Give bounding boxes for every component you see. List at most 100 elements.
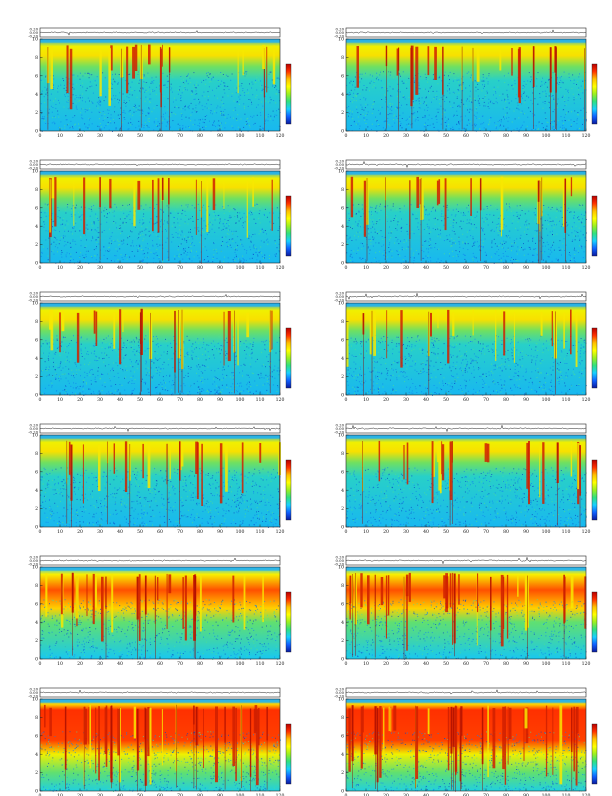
frequency-tick-label: 10 bbox=[338, 433, 344, 439]
spectra-panel: 0.200.00-0.20024681001020304050607080901… bbox=[0, 664, 306, 796]
frequency-tick-label: 10 bbox=[32, 433, 38, 439]
frequency-tick-label: 6 bbox=[35, 205, 38, 211]
frequency-tick-label: 2 bbox=[35, 506, 38, 512]
colorbar bbox=[592, 196, 597, 256]
frequency-tick-label: 8 bbox=[341, 451, 344, 457]
frequency-tick-label: 2 bbox=[35, 374, 38, 380]
spectra-panel: 0.200.00-0.20024681001020304050607080901… bbox=[306, 664, 612, 796]
spectrogram-background bbox=[40, 435, 280, 527]
frequency-tick-label: 6 bbox=[35, 73, 38, 79]
frequency-tick-label: 6 bbox=[341, 73, 344, 79]
frequency-tick-label: 4 bbox=[35, 488, 38, 494]
colorbar bbox=[286, 328, 291, 388]
frequency-tick-label: 8 bbox=[35, 319, 38, 325]
frequency-tick-label: 10 bbox=[32, 301, 38, 307]
frequency-tick-label: 6 bbox=[341, 469, 344, 475]
frequency-tick-label: 10 bbox=[338, 697, 344, 703]
frequency-tick-label: 10 bbox=[32, 37, 38, 43]
spectrogram-background bbox=[346, 171, 586, 263]
frequency-tick-label: 4 bbox=[341, 752, 344, 758]
frequency-tick-label: 8 bbox=[35, 55, 38, 61]
frequency-tick-label: 6 bbox=[341, 205, 344, 211]
frequency-tick-label: 4 bbox=[35, 92, 38, 98]
frequency-tick-label: 6 bbox=[35, 601, 38, 607]
frequency-tick-label: 2 bbox=[35, 638, 38, 644]
frequency-tick-label: 2 bbox=[341, 110, 344, 116]
colorbar bbox=[286, 724, 291, 784]
frequency-tick-label: 4 bbox=[35, 356, 38, 362]
spectrogram-background bbox=[40, 699, 280, 791]
colorbar bbox=[592, 328, 597, 388]
frequency-tick-label: 6 bbox=[341, 733, 344, 739]
frequency-tick-label: 6 bbox=[341, 337, 344, 343]
frequency-tick-label: 10 bbox=[32, 697, 38, 703]
frequency-tick-label: 4 bbox=[35, 620, 38, 626]
frequency-tick-label: 8 bbox=[35, 187, 38, 193]
frequency-tick-label: 10 bbox=[338, 37, 344, 43]
frequency-tick-label: 10 bbox=[338, 565, 344, 571]
frequency-tick-label: 10 bbox=[32, 169, 38, 175]
frequency-tick-label: 4 bbox=[35, 752, 38, 758]
frequency-tick-label: 4 bbox=[341, 356, 344, 362]
frequency-tick-label: 2 bbox=[341, 374, 344, 380]
frequency-tick-label: 2 bbox=[341, 770, 344, 776]
frequency-tick-label: 10 bbox=[338, 301, 344, 307]
frequency-tick-label: 8 bbox=[341, 55, 344, 61]
colorbar bbox=[286, 460, 291, 520]
frequency-tick-label: 4 bbox=[35, 224, 38, 230]
frequency-tick-label: 2 bbox=[35, 242, 38, 248]
spectrogram-background bbox=[40, 303, 280, 395]
frequency-tick-label: 2 bbox=[35, 770, 38, 776]
spectrogram-background bbox=[346, 699, 586, 791]
frequency-tick-label: 8 bbox=[341, 187, 344, 193]
frequency-tick-label: 8 bbox=[35, 451, 38, 457]
frequency-tick-label: 8 bbox=[341, 583, 344, 589]
frequency-tick-label: 2 bbox=[35, 110, 38, 116]
frequency-tick-label: 2 bbox=[341, 242, 344, 248]
trace-frame bbox=[40, 424, 280, 433]
frequency-tick-label: 2 bbox=[341, 638, 344, 644]
frequency-tick-label: 8 bbox=[35, 715, 38, 721]
frequency-tick-label: 10 bbox=[32, 565, 38, 571]
colorbar bbox=[286, 196, 291, 256]
frequency-tick-label: 4 bbox=[341, 620, 344, 626]
colorbar bbox=[592, 460, 597, 520]
spectrogram-background bbox=[40, 171, 280, 263]
frequency-tick-label: 6 bbox=[35, 733, 38, 739]
colorbar bbox=[286, 592, 291, 652]
colorbar bbox=[592, 592, 597, 652]
frequency-tick-label: 4 bbox=[341, 224, 344, 230]
frequency-tick-label: 2 bbox=[341, 506, 344, 512]
frequency-tick-label: 6 bbox=[341, 601, 344, 607]
frequency-tick-label: 6 bbox=[35, 337, 38, 343]
frequency-tick-label: 10 bbox=[338, 169, 344, 175]
frequency-tick-label: 8 bbox=[35, 583, 38, 589]
colorbar bbox=[286, 64, 291, 124]
trace-frame bbox=[346, 688, 586, 697]
spectra-svg: 0.200.00-0.20024681001020304050607080901… bbox=[0, 664, 306, 796]
frequency-tick-label: 4 bbox=[341, 488, 344, 494]
frequency-tick-label: 4 bbox=[341, 92, 344, 98]
frequency-tick-label: 8 bbox=[341, 319, 344, 325]
